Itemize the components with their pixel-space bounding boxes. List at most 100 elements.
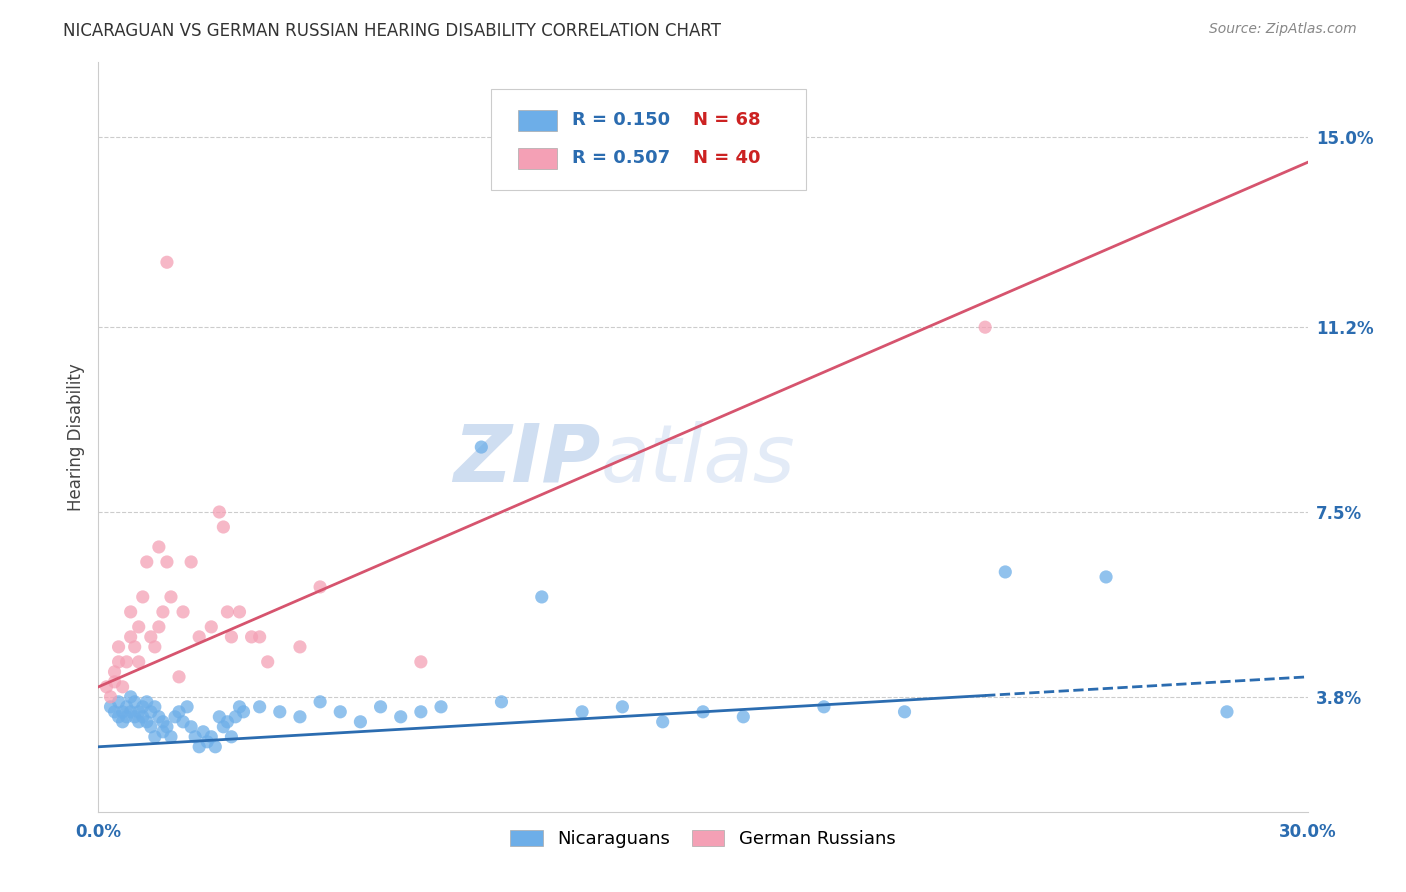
Point (124, 640, 146, 654)
Point (120, 630, 142, 644)
Point (132, 590, 155, 604)
FancyBboxPatch shape (492, 88, 806, 190)
Point (221, 630, 243, 644)
Point (124, 710, 146, 724)
Point (733, 710, 755, 724)
Point (167, 705, 190, 719)
Point (107, 640, 129, 654)
Point (156, 255, 179, 269)
Text: N = 40: N = 40 (693, 149, 761, 167)
Point (200, 730, 222, 744)
Point (309, 580, 332, 594)
Point (143, 699, 166, 714)
Point (160, 590, 183, 604)
Point (152, 605, 174, 619)
Point (152, 724, 174, 739)
Point (152, 714, 174, 729)
Point (111, 705, 134, 719)
Point (612, 699, 634, 714)
Point (430, 699, 453, 714)
Point (249, 630, 271, 644)
Point (370, 699, 392, 714)
Point (132, 699, 155, 714)
Point (221, 730, 243, 744)
Point (256, 655, 278, 669)
Point (389, 710, 412, 724)
Point (148, 620, 170, 634)
Point (120, 690, 142, 704)
Point (115, 710, 138, 724)
Point (491, 695, 513, 709)
Point (135, 714, 157, 729)
Text: Source: ZipAtlas.com: Source: ZipAtlas.com (1209, 22, 1357, 37)
Point (172, 714, 194, 729)
Text: NICARAGUAN VS GERMAN RUSSIAN HEARING DISABILITY CORRELATION CHART: NICARAGUAN VS GERMAN RUSSIAN HEARING DIS… (63, 22, 721, 40)
Point (329, 705, 352, 719)
Point (195, 735, 218, 749)
Point (100, 690, 122, 704)
Point (269, 705, 291, 719)
Point (349, 714, 371, 729)
Point (204, 739, 226, 754)
Point (148, 710, 170, 724)
Y-axis label: Hearing Disability: Hearing Disability (66, 363, 84, 511)
Point (167, 670, 190, 684)
Point (156, 555, 179, 569)
Point (470, 440, 492, 454)
Point (180, 720, 202, 734)
Text: N = 68: N = 68 (693, 112, 761, 129)
Point (128, 620, 150, 634)
Point (139, 720, 162, 734)
Point (148, 540, 170, 554)
Point (180, 555, 202, 569)
Point (974, 320, 997, 334)
Point (184, 730, 207, 744)
Text: ZIP: ZIP (453, 420, 600, 499)
Point (172, 605, 194, 619)
Point (228, 699, 250, 714)
Point (103, 665, 125, 679)
Point (240, 630, 263, 644)
Point (103, 674, 125, 689)
Point (111, 714, 134, 729)
Text: atlas: atlas (600, 420, 794, 499)
Point (530, 590, 553, 604)
Text: R = 0.507: R = 0.507 (572, 149, 671, 167)
Point (160, 730, 183, 744)
Point (103, 705, 125, 719)
Point (893, 705, 915, 719)
Point (228, 605, 250, 619)
Point (143, 730, 166, 744)
FancyBboxPatch shape (517, 111, 557, 131)
Point (224, 710, 246, 724)
Point (132, 710, 155, 724)
Point (128, 714, 150, 729)
Point (139, 705, 162, 719)
Point (217, 605, 239, 619)
Point (571, 705, 593, 719)
Point (249, 699, 271, 714)
Point (212, 520, 235, 534)
Point (128, 655, 150, 669)
Point (409, 705, 432, 719)
FancyBboxPatch shape (517, 148, 557, 169)
Point (200, 620, 222, 634)
Point (96, 680, 118, 694)
Point (288, 640, 311, 654)
Point (107, 695, 129, 709)
Point (1095, 570, 1118, 584)
Point (409, 655, 432, 669)
Point (651, 714, 673, 729)
Point (128, 705, 150, 719)
Point (309, 695, 332, 709)
Point (124, 695, 146, 709)
Point (692, 705, 714, 719)
Point (139, 630, 162, 644)
Point (100, 699, 122, 714)
Point (288, 710, 311, 724)
Point (217, 714, 239, 729)
Point (188, 739, 211, 754)
Point (115, 655, 138, 669)
Point (994, 565, 1017, 579)
Legend: Nicaraguans, German Russians: Nicaraguans, German Russians (503, 822, 903, 855)
